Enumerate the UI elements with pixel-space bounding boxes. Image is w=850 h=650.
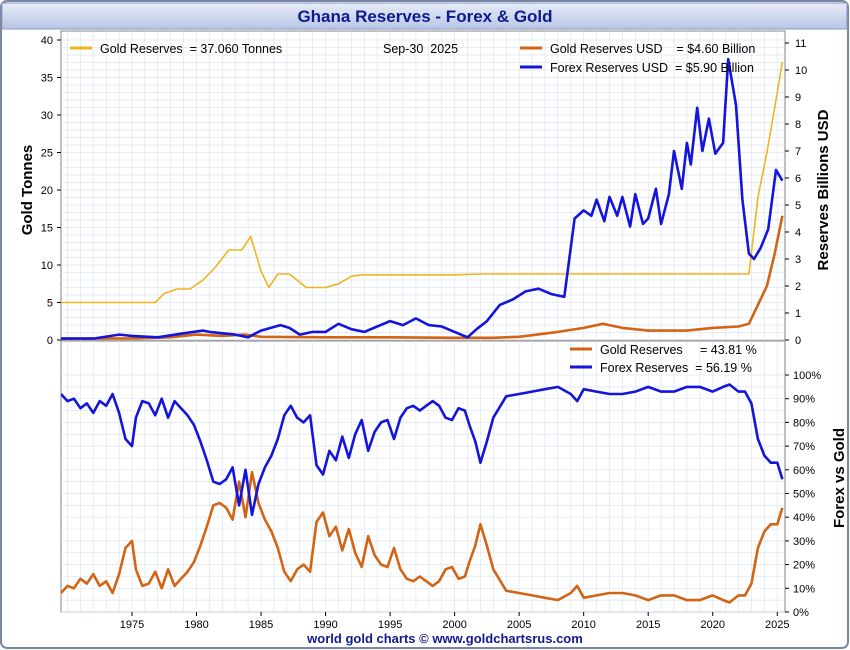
x-axis-tick-label: 1980 xyxy=(184,619,208,631)
top-grid xyxy=(61,31,785,341)
right-axis-tick-label: 4 xyxy=(795,227,801,239)
x-axis-tick-label: 1985 xyxy=(249,619,273,631)
right-axis-tick-label: 7 xyxy=(795,146,801,158)
x-axis-tick-label: 2025 xyxy=(765,619,789,631)
percent-axis-tick-label: 10% xyxy=(793,583,815,595)
percent-axis-tick-label: 30% xyxy=(793,536,815,548)
x-axis-tick-label: 1975 xyxy=(120,619,144,631)
left-axis-tick-label: 25 xyxy=(41,148,53,160)
percent-axis-tick-label: 80% xyxy=(793,417,815,429)
percent-axis-tick-label: 0% xyxy=(793,607,809,619)
right-axis-tick-label: 8 xyxy=(795,119,801,131)
percent-axis-tick-label: 90% xyxy=(793,394,815,406)
x-axis-tick-label: 2015 xyxy=(636,619,660,631)
left-axis-tick-label: 20 xyxy=(41,185,53,197)
series-line-gold-tonnes xyxy=(61,61,784,304)
left-axis-tick-label: 5 xyxy=(47,298,53,310)
right-axis-tick-label: 5 xyxy=(795,200,801,212)
legend-label-gold-usd: Gold Reserves USD = $4.60 Billion xyxy=(550,42,755,56)
right-axis-title-bottom: Forex vs Gold xyxy=(831,428,848,528)
bottom-grid xyxy=(61,341,785,613)
series-line-gold-usd xyxy=(61,215,784,340)
percent-axis-tick-label: 70% xyxy=(793,441,815,453)
legend-label-gold-tonnes: Gold Reserves = 37.060 Tonnes xyxy=(100,42,282,56)
series-line-forex-pct xyxy=(61,383,784,517)
left-axis-tick-label: 15 xyxy=(41,223,53,235)
top-series-group xyxy=(61,57,784,340)
series-line-forex-usd xyxy=(61,57,784,340)
right-axis-tick-label: 0 xyxy=(795,335,801,347)
footer-credit: world gold charts © www.goldchartsrus.co… xyxy=(306,631,583,646)
right-axis-tick-label: 9 xyxy=(795,92,801,104)
left-axis-tick-label: 40 xyxy=(41,35,53,47)
x-axis-tick-label: 2005 xyxy=(507,619,531,631)
left-axis-tick-label: 35 xyxy=(41,73,53,85)
percent-axis-tick-label: 100% xyxy=(793,370,821,382)
right-axis-title-top: Reserves Billions USD xyxy=(815,109,832,270)
percent-axis-tick-label: 60% xyxy=(793,465,815,477)
series-line-gold-pct xyxy=(61,470,784,604)
x-axis-tick-label: 2000 xyxy=(442,619,466,631)
percent-axis-tick-label: 40% xyxy=(793,512,815,524)
x-axis-tick-label: 1995 xyxy=(378,619,402,631)
right-axis-tick-label: 10 xyxy=(795,65,807,77)
bottom-series-group xyxy=(61,383,784,604)
legend-label-forex-usd: Forex Reserves USD = $5.90 Billion xyxy=(550,61,754,75)
right-axis-tick-label: 6 xyxy=(795,173,801,185)
x-axis-tick-label: 1990 xyxy=(313,619,337,631)
legend-label-forex-pct: Forex Reserves = 56.19 % xyxy=(600,361,752,375)
left-axis-title: Gold Tonnes xyxy=(19,145,36,236)
date-label: Sep-30 2025 xyxy=(383,42,458,56)
chart-title: Ghana Reserves - Forex & Gold xyxy=(297,7,552,26)
left-axis-tick-label: 10 xyxy=(41,260,53,272)
percent-axis-tick-label: 20% xyxy=(793,560,815,572)
legend-label-gold-pct: Gold Reserves = 43.81 % xyxy=(600,343,757,357)
title-bar xyxy=(1,2,848,30)
left-axis-tick-label: 30 xyxy=(41,110,53,122)
right-axis-tick-label: 2 xyxy=(795,281,801,293)
right-axis-tick-label: 1 xyxy=(795,308,801,320)
percent-axis-tick-label: 50% xyxy=(793,489,815,501)
axes-group: 0510152025303540012345678910110%10%20%30… xyxy=(41,35,822,631)
x-axis-tick-label: 2010 xyxy=(571,619,595,631)
bottom-plot-area xyxy=(60,340,786,613)
right-axis-tick-label: 11 xyxy=(795,38,806,50)
left-axis-tick-label: 0 xyxy=(47,335,53,347)
right-axis-tick-label: 3 xyxy=(795,254,801,266)
x-axis-tick-label: 2020 xyxy=(700,619,724,631)
